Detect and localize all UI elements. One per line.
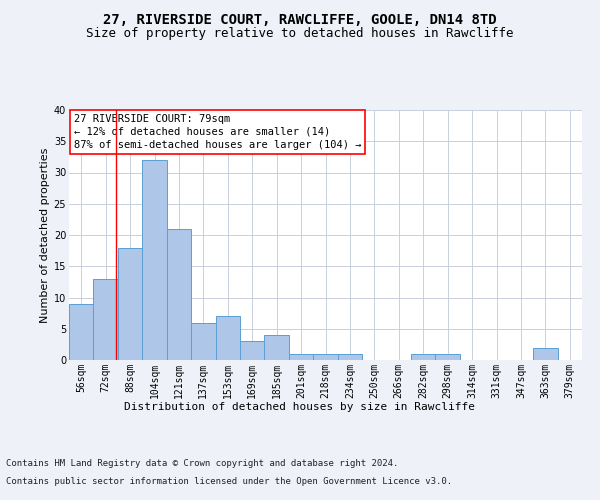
Bar xyxy=(289,354,313,360)
Bar xyxy=(69,304,94,360)
Bar xyxy=(533,348,557,360)
Bar xyxy=(411,354,436,360)
Bar xyxy=(118,248,142,360)
Text: Distribution of detached houses by size in Rawcliffe: Distribution of detached houses by size … xyxy=(125,402,476,412)
Bar xyxy=(338,354,362,360)
Text: 27 RIVERSIDE COURT: 79sqm
← 12% of detached houses are smaller (14)
87% of semi-: 27 RIVERSIDE COURT: 79sqm ← 12% of detac… xyxy=(74,114,362,150)
Bar xyxy=(240,341,265,360)
Text: Size of property relative to detached houses in Rawcliffe: Size of property relative to detached ho… xyxy=(86,28,514,40)
Text: Contains HM Land Registry data © Crown copyright and database right 2024.: Contains HM Land Registry data © Crown c… xyxy=(6,458,398,468)
Bar xyxy=(265,335,289,360)
Text: Contains public sector information licensed under the Open Government Licence v3: Contains public sector information licen… xyxy=(6,477,452,486)
Bar xyxy=(436,354,460,360)
Bar xyxy=(215,316,240,360)
Bar xyxy=(191,322,215,360)
Y-axis label: Number of detached properties: Number of detached properties xyxy=(40,148,50,322)
Bar xyxy=(94,279,118,360)
Bar xyxy=(142,160,167,360)
Bar xyxy=(313,354,338,360)
Bar xyxy=(167,229,191,360)
Text: 27, RIVERSIDE COURT, RAWCLIFFE, GOOLE, DN14 8TD: 27, RIVERSIDE COURT, RAWCLIFFE, GOOLE, D… xyxy=(103,12,497,26)
